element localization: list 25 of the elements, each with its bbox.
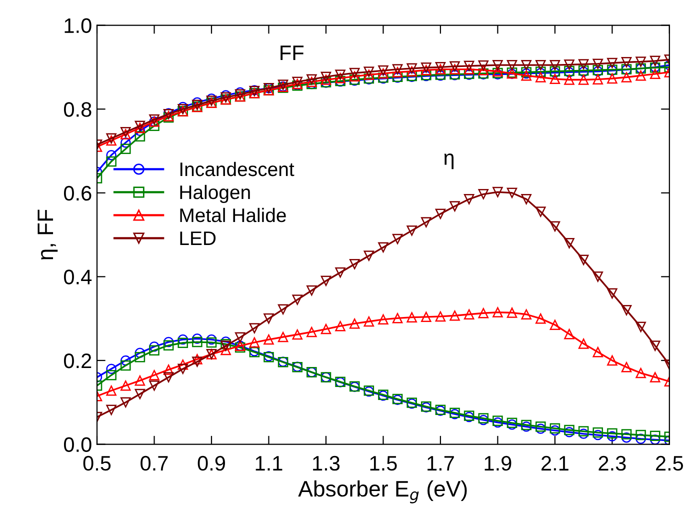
x-tick-label: 1.9 [484,456,512,471]
y-tick-label: 0.4 [64,270,92,284]
x-tick-label: 1.1 [256,456,282,470]
y-tick-label: 0.2 [64,353,92,368]
x-axis-title: Absorber E$_{g}$ (eV) [298,480,467,504]
x-tick-label: 1.3 [313,456,340,471]
y-tick-label: 0.0 [64,437,92,452]
x-tick-label: 2.3 [598,456,626,471]
y-tick-label: 0.6 [64,186,92,201]
x-tick-label: 1.7 [428,456,454,470]
annotation: FF [280,46,304,60]
x-tick-label: 2.1 [542,456,568,470]
y-tick-label: 1.0 [64,18,92,34]
x-tick-label: 0.9 [198,456,225,471]
x-tick-label: 0.5 [83,456,111,471]
legend-label: Incandescent [180,162,294,176]
annotation: η [444,154,454,170]
legend-label: Halogen [180,184,250,204]
x-tick-label: 2.5 [656,456,684,471]
y-axis-title: η, FF [38,210,58,260]
legend-label: Metal Halide [180,208,286,222]
legend-label: LED [180,232,216,245]
x-tick-label: 1.5 [370,456,397,471]
y-tick-label: 0.8 [64,102,92,117]
x-tick-label: 0.7 [140,456,168,471]
